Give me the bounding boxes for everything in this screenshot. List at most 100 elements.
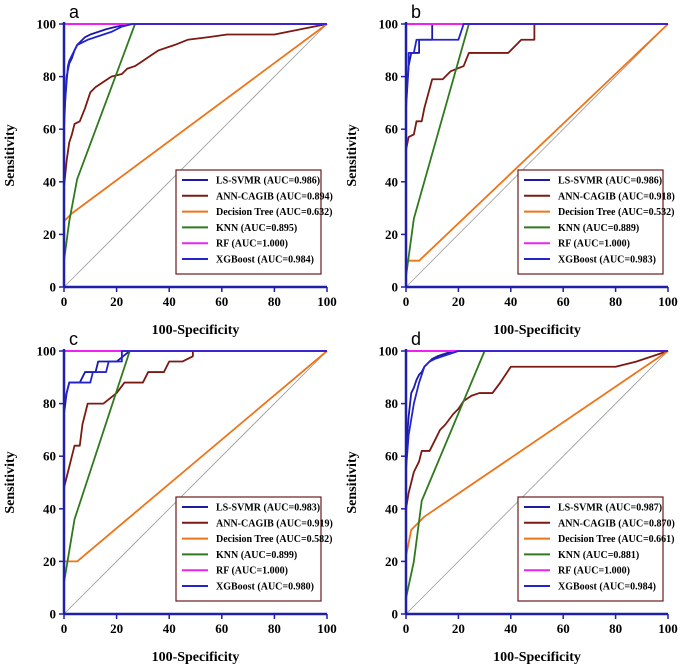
legend-entry: Decision Tree (AUC=0.582) — [216, 534, 333, 545]
x-axis-title: 100-Specificity — [152, 323, 240, 338]
x-tick-label: 80 — [609, 294, 622, 309]
x-tick-label: 0 — [61, 294, 68, 309]
y-tick-label: 0 — [392, 607, 399, 622]
y-axis-title: Sensitivity — [345, 451, 360, 513]
roc-panel-b: 0 20 40 60 80 100 0 20 40 60 80 100 100-Specificity S… — [345, 2, 678, 338]
legend-entry: ANN-CAGIB (AUC=0.919) — [216, 518, 333, 529]
roc-panel-c: 0 20 40 60 80 100 0 20 40 60 80 100 100-Specificity S… — [3, 329, 337, 665]
x-tick-label: 20 — [110, 621, 123, 636]
roc-curve-ann-cagib — [63, 350, 327, 614]
legend-entry: ANN-CAGIB (AUC=0.894) — [216, 191, 333, 202]
legend-entry: RF (AUC=1.000) — [558, 566, 630, 577]
x-tick-label: 20 — [110, 294, 123, 309]
x-tick-label: 60 — [557, 294, 570, 309]
x-tick-label: 80 — [268, 294, 281, 309]
x-tick-label: 60 — [215, 621, 228, 636]
y-tick-label: 20 — [43, 554, 56, 569]
x-tick-label: 100 — [317, 621, 337, 636]
y-tick-label: 0 — [50, 607, 57, 622]
legend-entry: KNN (AUC=0.895) — [216, 223, 297, 234]
roc-curve-ann-cagib — [63, 23, 328, 287]
y-tick-label: 40 — [43, 501, 56, 516]
chance-diagonal — [405, 23, 669, 288]
roc-curve-xgboost — [405, 350, 668, 614]
x-tick-label: 60 — [557, 621, 570, 636]
legend-entry: RF (AUC=1.000) — [558, 239, 630, 250]
legend-entry: Decision Tree (AUC=0.632) — [216, 207, 333, 218]
x-tick-label: 40 — [504, 294, 517, 309]
y-tick-label: 0 — [50, 280, 57, 295]
panel-label: d — [411, 329, 421, 349]
chance-diagonal — [405, 350, 669, 615]
x-tick-label: 60 — [215, 294, 228, 309]
x-tick-label: 40 — [504, 621, 517, 636]
legend-entry: KNN (AUC=0.889) — [558, 223, 639, 234]
x-tick-label: 40 — [163, 621, 176, 636]
legend-box — [175, 496, 322, 602]
legend-entry: KNN (AUC=0.881) — [558, 550, 639, 561]
x-tick-label: 80 — [609, 621, 622, 636]
x-tick-label: 20 — [452, 294, 465, 309]
legend-entry: RF (AUC=1.000) — [216, 239, 288, 250]
roc-curve-xgboost — [63, 23, 327, 287]
y-axis-title: Sensitivity — [3, 451, 18, 513]
legend-entry: LS-SVMR (AUC=0.986) — [216, 176, 320, 187]
x-axis-title: 100-Specificity — [493, 323, 581, 338]
chance-diagonal — [63, 23, 328, 288]
y-tick-label: 60 — [43, 449, 56, 464]
legend-entry: Decision Tree (AUC=0.532) — [558, 207, 675, 218]
y-tick-label: 40 — [43, 174, 56, 189]
legend-entry: RF (AUC=1.000) — [216, 566, 288, 577]
legend-entry: KNN (AUC=0.899) — [216, 550, 297, 561]
legend-entry: ANN-CAGIB (AUC=0.870) — [558, 518, 675, 529]
x-axis-title: 100-Specificity — [493, 650, 581, 665]
legend-entry: XGBoost (AUC=0.984) — [216, 255, 314, 266]
y-tick-label: 20 — [385, 227, 398, 242]
x-tick-label: 80 — [268, 621, 281, 636]
x-tick-label: 0 — [403, 621, 410, 636]
roc-panel-d: 0 20 40 60 80 100 0 20 40 60 80 100 100-Specificity S… — [345, 329, 678, 665]
x-tick-label: 0 — [403, 294, 410, 309]
y-tick-label: 20 — [385, 554, 398, 569]
legend-box — [517, 169, 664, 275]
y-tick-label: 80 — [385, 396, 398, 411]
y-tick-label: 100 — [379, 17, 399, 32]
roc-curve-ann-cagib — [405, 23, 668, 287]
x-tick-label: 0 — [61, 621, 68, 636]
panel-label: c — [69, 329, 78, 349]
legend-entry: XGBoost (AUC=0.983) — [558, 255, 656, 266]
x-tick-label: 40 — [163, 294, 176, 309]
y-axis-title: Sensitivity — [3, 124, 18, 186]
chance-diagonal — [63, 350, 328, 615]
y-tick-label: 60 — [43, 122, 56, 137]
y-tick-label: 40 — [385, 501, 398, 516]
y-tick-label: 80 — [43, 396, 56, 411]
y-tick-label: 100 — [379, 344, 399, 359]
y-tick-label: 80 — [385, 69, 398, 84]
legend-entry: Decision Tree (AUC=0.661) — [558, 534, 675, 545]
legend-entry: LS-SVMR (AUC=0.983) — [216, 503, 320, 514]
panel-label: b — [411, 2, 421, 22]
y-tick-label: 60 — [385, 122, 398, 137]
panel-label: a — [69, 2, 80, 22]
y-tick-label: 20 — [43, 227, 56, 242]
y-tick-label: 80 — [43, 69, 56, 84]
y-tick-label: 40 — [385, 174, 398, 189]
legend-entry: XGBoost (AUC=0.984) — [558, 582, 656, 593]
legend-entry: XGBoost (AUC=0.980) — [216, 582, 314, 593]
x-tick-label: 20 — [452, 621, 465, 636]
legend-box — [517, 496, 664, 602]
y-tick-label: 0 — [392, 280, 399, 295]
roc-panel-a: 0 20 40 60 80 100 0 20 40 60 80 100 100-Specificity S… — [3, 2, 337, 338]
roc-curve-xgboost — [63, 350, 327, 614]
legend-entry: LS-SVMR (AUC=0.986) — [558, 176, 662, 187]
y-tick-label: 60 — [385, 449, 398, 464]
x-tick-label: 100 — [317, 294, 337, 309]
x-tick-label: 100 — [658, 294, 678, 309]
x-axis-title: 100-Specificity — [152, 650, 240, 665]
y-tick-label: 100 — [37, 17, 57, 32]
y-tick-label: 100 — [37, 344, 57, 359]
legend-entry: ANN-CAGIB (AUC=0.918) — [558, 191, 675, 202]
x-tick-label: 100 — [658, 621, 678, 636]
